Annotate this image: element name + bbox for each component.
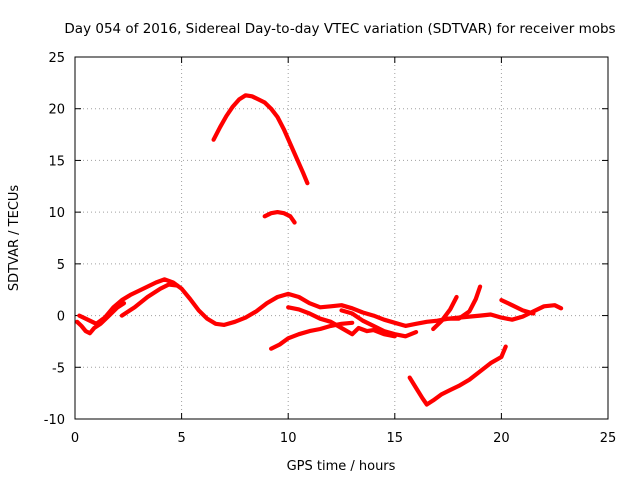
trace-track-9 xyxy=(499,298,536,316)
trace-track-10 xyxy=(407,344,508,407)
y-tick-label: 20 xyxy=(48,103,65,118)
y-axis-label: SDTVAR / TECUs xyxy=(7,185,22,292)
data-traces xyxy=(74,93,564,407)
y-tick-label: 25 xyxy=(48,51,65,66)
x-axis-label: GPS time / hours xyxy=(287,459,396,474)
axis-ticks xyxy=(74,56,609,420)
x-tick-label: 10 xyxy=(280,431,297,446)
x-tick-label: 25 xyxy=(600,431,617,446)
trace-track-2 xyxy=(77,277,564,328)
trace-track-12 xyxy=(262,210,297,225)
trace-track-11 xyxy=(211,93,310,186)
trace-track-8 xyxy=(446,284,483,321)
y-tick-label: 10 xyxy=(48,206,65,221)
y-tick-label: 0 xyxy=(57,310,65,325)
trace-track-4 xyxy=(286,305,397,339)
plot-frame xyxy=(74,56,609,420)
trace-track-5 xyxy=(339,308,419,339)
chart-title: Day 054 of 2016, Sidereal Day-to-day VTE… xyxy=(64,21,615,37)
x-tick-label: 20 xyxy=(493,431,510,446)
trace-track-1 xyxy=(74,301,127,336)
x-tick-label: 5 xyxy=(177,431,185,446)
y-tick-label: -10 xyxy=(44,413,65,428)
trace-track-6 xyxy=(269,320,355,351)
trace-track-3 xyxy=(119,282,180,318)
y-tick-label: -5 xyxy=(52,361,65,376)
x-tick-label: 15 xyxy=(387,431,404,446)
y-tick-label: 5 xyxy=(57,258,65,273)
grid-lines xyxy=(75,57,608,419)
x-tick-labels: 0 5 10 15 20 25 xyxy=(71,431,616,446)
trace-track-7 xyxy=(431,294,459,332)
y-tick-labels: -10 -5 0 5 10 15 20 25 xyxy=(44,51,65,428)
y-tick-label: 15 xyxy=(48,154,65,169)
x-tick-label: 0 xyxy=(71,431,79,446)
